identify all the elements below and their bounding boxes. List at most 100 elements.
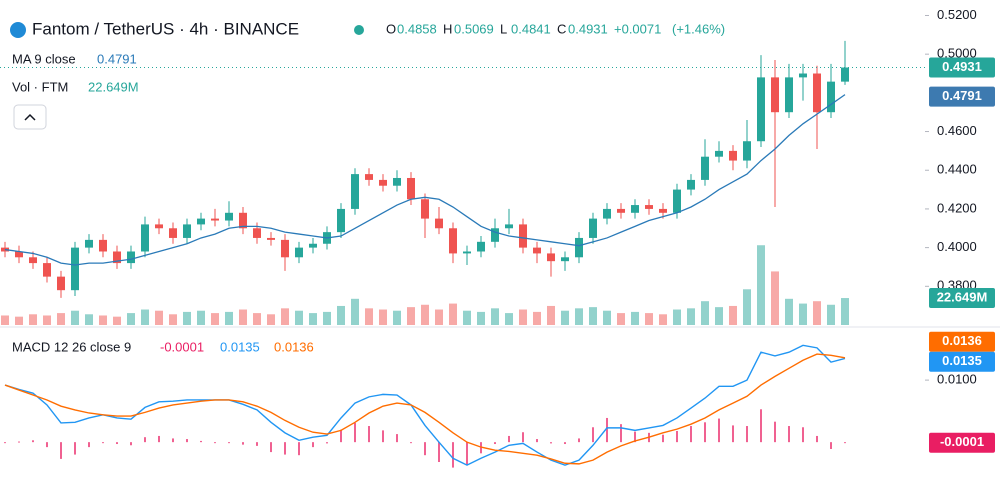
candle-body xyxy=(715,150,723,157)
candle-body xyxy=(771,77,779,113)
histogram-bar xyxy=(256,442,258,446)
histogram-bar xyxy=(46,442,48,448)
volume-bar xyxy=(701,301,709,325)
volume-bar xyxy=(603,310,611,325)
macd-label-box xyxy=(929,331,995,352)
volume-bar xyxy=(715,307,723,325)
volume-bar xyxy=(421,304,429,325)
candle-body xyxy=(309,243,317,248)
histogram-bar xyxy=(368,426,370,443)
histogram-bar xyxy=(662,434,664,443)
candle-body xyxy=(687,179,695,190)
ohlc-key: C xyxy=(557,21,566,36)
histogram-bar xyxy=(312,442,314,448)
candle-body xyxy=(239,212,247,229)
volume-bar xyxy=(225,311,233,325)
candle-body xyxy=(449,228,457,254)
histogram-bar xyxy=(844,442,846,444)
volume-bar xyxy=(463,310,471,325)
volume-bar xyxy=(365,308,373,325)
candle-body xyxy=(533,247,541,254)
histogram-bar xyxy=(60,442,62,459)
y-tick-label: 0.4000 xyxy=(937,239,977,254)
macd-line xyxy=(4,344,846,466)
volume-label: 22.649M xyxy=(937,289,988,304)
volume-bar xyxy=(127,313,135,325)
histogram-bar xyxy=(816,435,818,443)
histogram-bar xyxy=(606,417,608,443)
volume-bar xyxy=(491,308,499,325)
chart-title: Fantom / TetherUS · 4h · BINANCE xyxy=(32,19,299,38)
volume-bar xyxy=(533,311,541,325)
volume-bar xyxy=(99,315,107,325)
volume-bar xyxy=(393,310,401,325)
candle-body xyxy=(435,218,443,229)
volume-bar xyxy=(43,315,51,325)
histogram-bar xyxy=(592,427,594,443)
candle-body xyxy=(57,276,65,291)
candle-body xyxy=(673,189,681,213)
candle-body xyxy=(421,199,429,219)
histogram-bar xyxy=(452,442,454,468)
volume-bar xyxy=(155,310,163,325)
volume-bar xyxy=(771,271,779,325)
candle-body xyxy=(589,218,597,238)
candle-body xyxy=(365,174,373,180)
candle-body xyxy=(225,212,233,221)
macd-value: 0.0135 xyxy=(220,339,260,354)
volume-bar xyxy=(561,310,569,325)
volume-bar xyxy=(15,316,23,325)
histogram-bar xyxy=(802,427,804,443)
ohlc-value: 0.4858 xyxy=(397,21,437,36)
volume-bar xyxy=(589,307,597,325)
price-label: 0.4931 xyxy=(942,59,982,74)
histogram-bar xyxy=(732,425,734,443)
volume-bar xyxy=(519,309,527,325)
volume-bar xyxy=(729,305,737,325)
candle-body xyxy=(505,224,513,229)
collapse-button[interactable] xyxy=(13,104,47,130)
candle-body xyxy=(491,228,499,242)
volume-bar xyxy=(407,307,415,325)
candle-body xyxy=(547,253,555,262)
candle-body xyxy=(841,67,849,82)
candle-body xyxy=(617,208,625,213)
volume-bar xyxy=(645,313,653,325)
macd-line xyxy=(4,353,846,465)
volume-bar xyxy=(757,245,765,325)
candle-body xyxy=(645,205,653,209)
histogram-bar xyxy=(620,424,622,443)
volume-bar xyxy=(477,311,485,325)
histogram-bar xyxy=(550,442,552,444)
macd-label: -0.0001 xyxy=(940,434,984,449)
ohlc-value: 0.4841 xyxy=(511,21,551,36)
ohlc-key: O xyxy=(386,21,396,36)
candle-body xyxy=(631,205,639,213)
histogram-bar xyxy=(242,442,244,445)
histogram-bar xyxy=(704,422,706,443)
histogram-bar xyxy=(508,435,510,443)
histogram-bar xyxy=(32,440,34,443)
candle-body xyxy=(71,247,79,291)
volume-bar xyxy=(659,314,667,325)
histogram-bar xyxy=(382,430,384,443)
status-dot xyxy=(354,25,364,35)
histogram-bar xyxy=(788,426,790,443)
candle-body xyxy=(743,141,751,161)
volume-bar xyxy=(743,289,751,325)
volume-bar xyxy=(57,313,65,325)
volume-bar xyxy=(449,303,457,325)
volume-bar xyxy=(435,309,443,325)
vol-value: 22.649M xyxy=(88,79,139,94)
volume-bar xyxy=(617,313,625,325)
price-label-box xyxy=(929,86,995,107)
macd-legend: MACD 12 26 close 9 xyxy=(12,339,131,354)
histogram-bar xyxy=(718,418,720,443)
histogram-bar xyxy=(410,442,412,444)
candle-body xyxy=(463,251,471,254)
volume-bar xyxy=(337,305,345,325)
y-tick-label: 0.5000 xyxy=(937,46,977,61)
volume-bar xyxy=(379,309,387,325)
volume-bar xyxy=(351,298,359,325)
ma-legend: MA 9 close xyxy=(12,51,76,66)
